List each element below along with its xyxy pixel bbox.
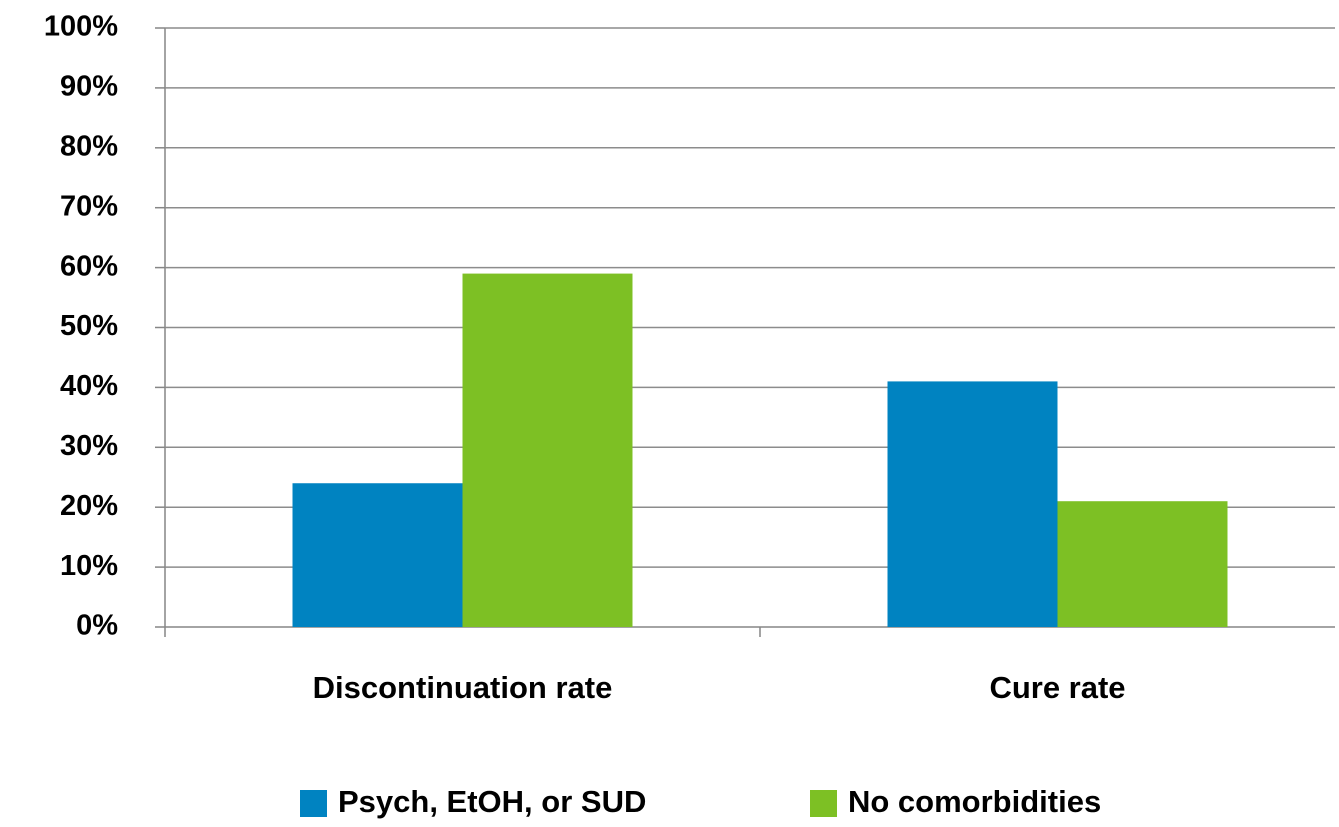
x-tick-label: Cure rate bbox=[989, 670, 1125, 705]
y-tick-label: 50% bbox=[60, 310, 118, 342]
bar bbox=[462, 273, 633, 627]
bar bbox=[887, 381, 1058, 627]
y-tick-label: 90% bbox=[60, 71, 118, 103]
legend-label: No comorbidities bbox=[848, 784, 1101, 819]
bar bbox=[1057, 501, 1228, 627]
legend-swatch bbox=[300, 790, 327, 817]
y-tick-label: 60% bbox=[60, 250, 118, 282]
y-tick-label: 100% bbox=[44, 11, 118, 43]
y-tick-label: 40% bbox=[60, 370, 118, 402]
bar bbox=[292, 483, 463, 627]
y-tick-label: 30% bbox=[60, 430, 118, 462]
y-tick-label: 80% bbox=[60, 130, 118, 162]
x-tick-label: Discontinuation rate bbox=[313, 670, 613, 705]
y-tick-label: 70% bbox=[60, 190, 118, 222]
y-tick-label: 20% bbox=[60, 490, 118, 522]
legend-swatch bbox=[810, 790, 837, 817]
y-tick-label: 0% bbox=[76, 610, 118, 642]
y-tick-label: 10% bbox=[60, 550, 118, 582]
legend-label: Psych, EtOH, or SUD bbox=[338, 784, 646, 819]
